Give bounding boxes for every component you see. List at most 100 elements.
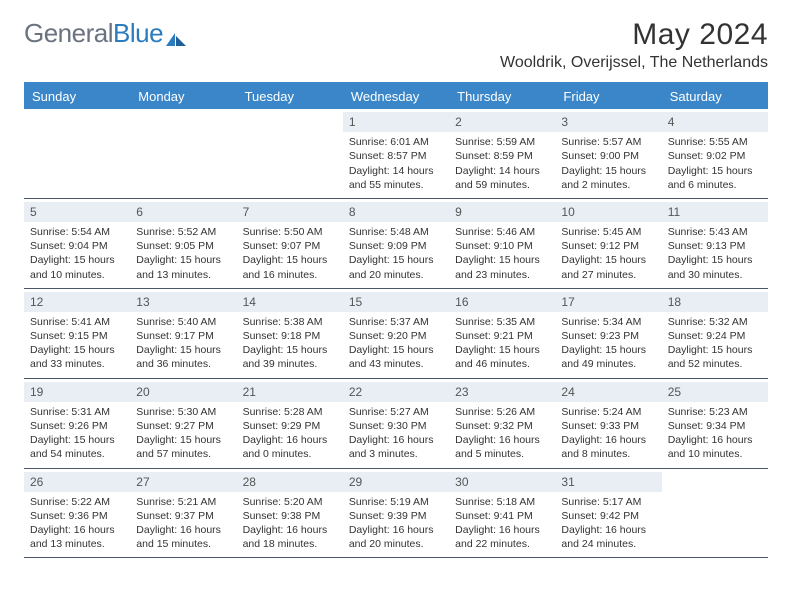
sunset-line: Sunset: 9:39 PM [349,509,443,523]
day-number: 4 [662,112,768,132]
day-cell: 20Sunrise: 5:30 AMSunset: 9:27 PMDayligh… [130,379,236,468]
day-number: 7 [237,202,343,222]
daylight-line: Daylight: 16 hours and 3 minutes. [349,433,443,461]
sunrise-line: Sunrise: 5:35 AM [455,315,549,329]
daylight-line: Daylight: 16 hours and 24 minutes. [561,523,655,551]
day-number: 27 [130,472,236,492]
sunset-line: Sunset: 9:17 PM [136,329,230,343]
day-cell: 16Sunrise: 5:35 AMSunset: 9:21 PMDayligh… [449,289,555,378]
day-cell: 15Sunrise: 5:37 AMSunset: 9:20 PMDayligh… [343,289,449,378]
day-cell: 14Sunrise: 5:38 AMSunset: 9:18 PMDayligh… [237,289,343,378]
day-number: 21 [237,382,343,402]
sunset-line: Sunset: 9:18 PM [243,329,337,343]
sunrise-line: Sunrise: 5:21 AM [136,495,230,509]
day-cell: 21Sunrise: 5:28 AMSunset: 9:29 PMDayligh… [237,379,343,468]
daylight-line: Daylight: 15 hours and 30 minutes. [668,253,762,281]
day-cell: 19Sunrise: 5:31 AMSunset: 9:26 PMDayligh… [24,379,130,468]
sunrise-line: Sunrise: 5:17 AM [561,495,655,509]
sunrise-line: Sunrise: 5:41 AM [30,315,124,329]
sunset-line: Sunset: 9:27 PM [136,419,230,433]
day-number: 22 [343,382,449,402]
day-cell: 28Sunrise: 5:20 AMSunset: 9:38 PMDayligh… [237,469,343,558]
day-number: 19 [24,382,130,402]
day-number: 13 [130,292,236,312]
sunset-line: Sunset: 9:21 PM [455,329,549,343]
weekday-header: Tuesday [237,84,343,109]
weekday-header: Saturday [662,84,768,109]
location: Wooldrik, Overijssel, The Netherlands [500,54,768,72]
day-number: 5 [24,202,130,222]
sunset-line: Sunset: 9:05 PM [136,239,230,253]
day-cell: 26Sunrise: 5:22 AMSunset: 9:36 PMDayligh… [24,469,130,558]
title-block: May 2024 Wooldrik, Overijssel, The Nethe… [500,18,768,72]
daylight-line: Daylight: 15 hours and 27 minutes. [561,253,655,281]
day-cell: 17Sunrise: 5:34 AMSunset: 9:23 PMDayligh… [555,289,661,378]
day-number: 16 [449,292,555,312]
sunrise-line: Sunrise: 5:19 AM [349,495,443,509]
day-number: 26 [24,472,130,492]
day-cell: 29Sunrise: 5:19 AMSunset: 9:39 PMDayligh… [343,469,449,558]
daylight-line: Daylight: 16 hours and 22 minutes. [455,523,549,551]
calendar-page: GeneralBlue May 2024 Wooldrik, Overijsse… [0,0,792,576]
daylight-line: Daylight: 15 hours and 36 minutes. [136,343,230,371]
day-cell: 24Sunrise: 5:24 AMSunset: 9:33 PMDayligh… [555,379,661,468]
logo-text-blue: Blue [113,18,163,49]
day-number: 23 [449,382,555,402]
sunrise-line: Sunrise: 5:43 AM [668,225,762,239]
daylight-line: Daylight: 14 hours and 59 minutes. [455,164,549,192]
sunset-line: Sunset: 9:12 PM [561,239,655,253]
sunrise-line: Sunrise: 5:37 AM [349,315,443,329]
calendar-week-row: 19Sunrise: 5:31 AMSunset: 9:26 PMDayligh… [24,379,768,469]
day-cell [24,109,130,198]
daylight-line: Daylight: 15 hours and 10 minutes. [30,253,124,281]
day-cell: 31Sunrise: 5:17 AMSunset: 9:42 PMDayligh… [555,469,661,558]
sunrise-line: Sunrise: 5:26 AM [455,405,549,419]
day-number: 9 [449,202,555,222]
sunrise-line: Sunrise: 5:23 AM [668,405,762,419]
sunrise-line: Sunrise: 5:34 AM [561,315,655,329]
sunset-line: Sunset: 8:59 PM [455,149,549,163]
daylight-line: Daylight: 15 hours and 49 minutes. [561,343,655,371]
daylight-line: Daylight: 16 hours and 15 minutes. [136,523,230,551]
sunset-line: Sunset: 9:42 PM [561,509,655,523]
calendar-week-row: 26Sunrise: 5:22 AMSunset: 9:36 PMDayligh… [24,469,768,559]
weekday-header: Friday [555,84,661,109]
day-cell [662,469,768,558]
sunset-line: Sunset: 9:38 PM [243,509,337,523]
day-number: 25 [662,382,768,402]
day-number: 24 [555,382,661,402]
day-number: 28 [237,472,343,492]
day-number: 18 [662,292,768,312]
day-number: 3 [555,112,661,132]
sunset-line: Sunset: 9:26 PM [30,419,124,433]
day-cell [237,109,343,198]
sunrise-line: Sunrise: 5:48 AM [349,225,443,239]
sunset-line: Sunset: 9:04 PM [30,239,124,253]
day-cell: 30Sunrise: 5:18 AMSunset: 9:41 PMDayligh… [449,469,555,558]
daylight-line: Daylight: 16 hours and 18 minutes. [243,523,337,551]
day-cell: 23Sunrise: 5:26 AMSunset: 9:32 PMDayligh… [449,379,555,468]
day-cell: 9Sunrise: 5:46 AMSunset: 9:10 PMDaylight… [449,199,555,288]
sunrise-line: Sunrise: 5:27 AM [349,405,443,419]
daylight-line: Daylight: 15 hours and 39 minutes. [243,343,337,371]
day-cell: 3Sunrise: 5:57 AMSunset: 9:00 PMDaylight… [555,109,661,198]
day-number [662,472,768,492]
weekday-header: Thursday [449,84,555,109]
day-number: 6 [130,202,236,222]
daylight-line: Daylight: 15 hours and 2 minutes. [561,164,655,192]
sunrise-line: Sunrise: 5:57 AM [561,135,655,149]
daylight-line: Daylight: 15 hours and 54 minutes. [30,433,124,461]
sunrise-line: Sunrise: 5:46 AM [455,225,549,239]
day-cell: 22Sunrise: 5:27 AMSunset: 9:30 PMDayligh… [343,379,449,468]
day-number [130,112,236,132]
day-cell: 1Sunrise: 6:01 AMSunset: 8:57 PMDaylight… [343,109,449,198]
daylight-line: Daylight: 15 hours and 23 minutes. [455,253,549,281]
sunset-line: Sunset: 9:20 PM [349,329,443,343]
sunset-line: Sunset: 8:57 PM [349,149,443,163]
calendar-weeks: 1Sunrise: 6:01 AMSunset: 8:57 PMDaylight… [24,109,768,558]
sunset-line: Sunset: 9:13 PM [668,239,762,253]
daylight-line: Daylight: 16 hours and 10 minutes. [668,433,762,461]
day-number: 17 [555,292,661,312]
logo: GeneralBlue [24,18,187,49]
day-number: 14 [237,292,343,312]
